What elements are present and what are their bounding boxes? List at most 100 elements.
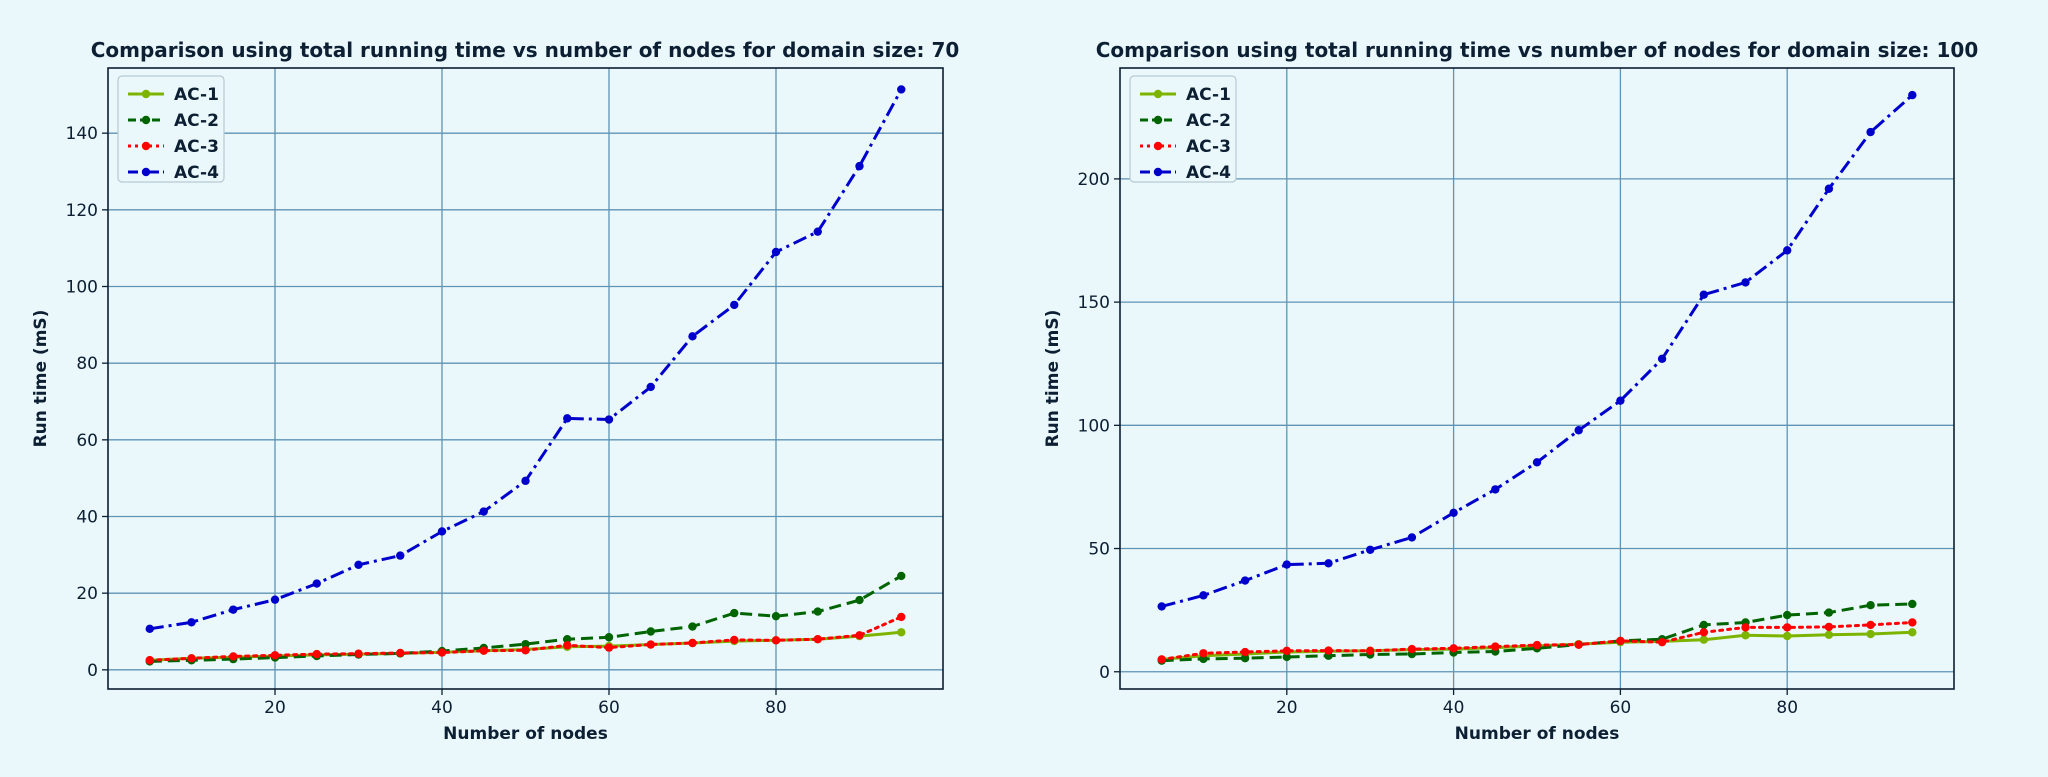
legend-label: AC-2	[1186, 111, 1231, 131]
data-point-ac-3	[1741, 623, 1750, 632]
data-point-ac-1	[1741, 631, 1750, 640]
data-point-ac-3	[229, 652, 238, 661]
data-point-ac-2	[813, 607, 822, 616]
data-point-ac-1	[1824, 630, 1834, 639]
data-point-ac-4	[1616, 396, 1625, 405]
legend-marker	[141, 89, 151, 99]
data-point-ac-4	[270, 595, 280, 604]
data-point-ac-1	[1783, 631, 1792, 641]
y-tick-label: 40	[76, 508, 98, 528]
data-point-ac-4	[1407, 533, 1417, 542]
data-point-ac-4	[1449, 508, 1458, 518]
data-point-ac-1	[1908, 628, 1917, 637]
y-tick-label: 140	[66, 124, 98, 144]
legend-box	[117, 75, 225, 183]
data-point-ac-4	[229, 605, 238, 614]
data-point-ac-2	[1824, 608, 1834, 617]
data-point-ac-4	[187, 618, 196, 627]
data-point-ac-4	[730, 300, 739, 310]
data-point-ac-3	[1908, 618, 1917, 627]
data-point-ac-3	[1783, 623, 1792, 632]
chart-title: Comparison using total running time vs n…	[91, 38, 960, 62]
data-point-ac-4	[563, 414, 572, 423]
legend-label: AC-2	[174, 111, 219, 131]
data-point-ac-3	[563, 641, 572, 650]
data-point-ac-4	[1741, 278, 1750, 287]
data-point-ac-4	[1783, 246, 1792, 255]
data-point-ac-3	[1657, 637, 1667, 647]
data-point-ac-4	[1699, 290, 1709, 299]
data-point-ac-3	[730, 635, 739, 645]
data-point-ac-3	[1199, 649, 1208, 658]
data-point-ac-2	[521, 639, 530, 649]
plot-area	[1120, 68, 1954, 689]
data-point-ac-4	[897, 85, 906, 94]
axes-frame	[107, 67, 944, 690]
data-point-ac-4	[604, 415, 614, 424]
data-point-ac-3	[1282, 646, 1292, 656]
data-point-ac-3	[813, 634, 822, 644]
data-point-ac-2	[646, 627, 655, 636]
data-point-ac-3	[521, 646, 530, 655]
data-point-ac-4	[771, 247, 781, 257]
data-point-ac-3	[1449, 644, 1458, 653]
data-point-ac-3	[604, 643, 614, 652]
legend-label: AC-1	[174, 85, 219, 105]
data-point-ac-4	[855, 161, 864, 171]
data-point-ac-4	[521, 476, 530, 486]
data-point-ac-2	[1282, 652, 1292, 662]
y-tick-label: 0	[87, 661, 98, 681]
data-point-ac-2	[563, 634, 572, 644]
data-point-ac-4	[1324, 559, 1333, 568]
data-point-ac-3	[1240, 647, 1250, 657]
data-point-ac-2	[1783, 610, 1792, 620]
data-point-ac-4	[1824, 184, 1834, 193]
y-tick-label: 100	[66, 278, 98, 298]
legend-marker	[141, 167, 151, 177]
data-point-ac-4	[396, 551, 405, 560]
y-tick-label: 20	[76, 584, 98, 604]
data-point-ac-3	[1157, 655, 1166, 664]
data-point-ac-3	[646, 640, 655, 649]
y-tick-label: 100	[1078, 416, 1110, 436]
x-axis-label: Number of nodes	[443, 724, 608, 744]
data-point-ac-4	[1199, 591, 1208, 600]
data-point-ac-4	[1908, 90, 1917, 100]
data-point-ac-2	[897, 571, 906, 581]
data-point-ac-4	[1157, 602, 1166, 611]
data-point-ac-3	[354, 649, 363, 658]
chart-title: Comparison using total running time vs n…	[1096, 38, 1979, 62]
data-point-ac-4	[1532, 458, 1542, 467]
data-point-ac-3	[1866, 620, 1875, 630]
data-point-ac-2	[855, 595, 864, 605]
x-tick-label: 80	[1776, 698, 1798, 718]
data-point-ac-3	[312, 649, 321, 659]
data-point-ac-3	[897, 612, 906, 622]
data-point-ac-2	[604, 633, 614, 642]
legend-marker	[1153, 141, 1163, 151]
data-point-ac-3	[771, 636, 781, 645]
data-point-ac-4	[688, 332, 697, 341]
data-point-ac-2	[1866, 601, 1875, 610]
data-point-ac-3	[855, 631, 864, 640]
x-tick-label: 40	[431, 698, 453, 718]
data-point-ac-3	[1366, 646, 1375, 656]
data-point-ac-3	[437, 648, 447, 657]
chart-domain-size-70: Comparison using total running time vs n…	[31, 38, 959, 744]
data-point-ac-2	[1908, 599, 1917, 609]
data-point-ac-4	[1491, 485, 1500, 494]
y-tick-label: 200	[1078, 170, 1110, 190]
y-tick-label: 60	[76, 431, 98, 451]
data-point-ac-4	[437, 527, 447, 536]
x-tick-label: 20	[264, 698, 286, 718]
y-tick-label: 0	[1099, 663, 1110, 683]
legend-marker	[141, 141, 151, 151]
data-point-ac-4	[1240, 576, 1250, 585]
data-point-ac-3	[396, 648, 405, 658]
y-tick-label: 120	[66, 201, 98, 221]
x-axis-label: Number of nodes	[1455, 724, 1620, 744]
data-point-ac-3	[1574, 640, 1583, 649]
data-point-ac-3	[1491, 642, 1500, 651]
data-point-ac-1	[897, 628, 906, 637]
